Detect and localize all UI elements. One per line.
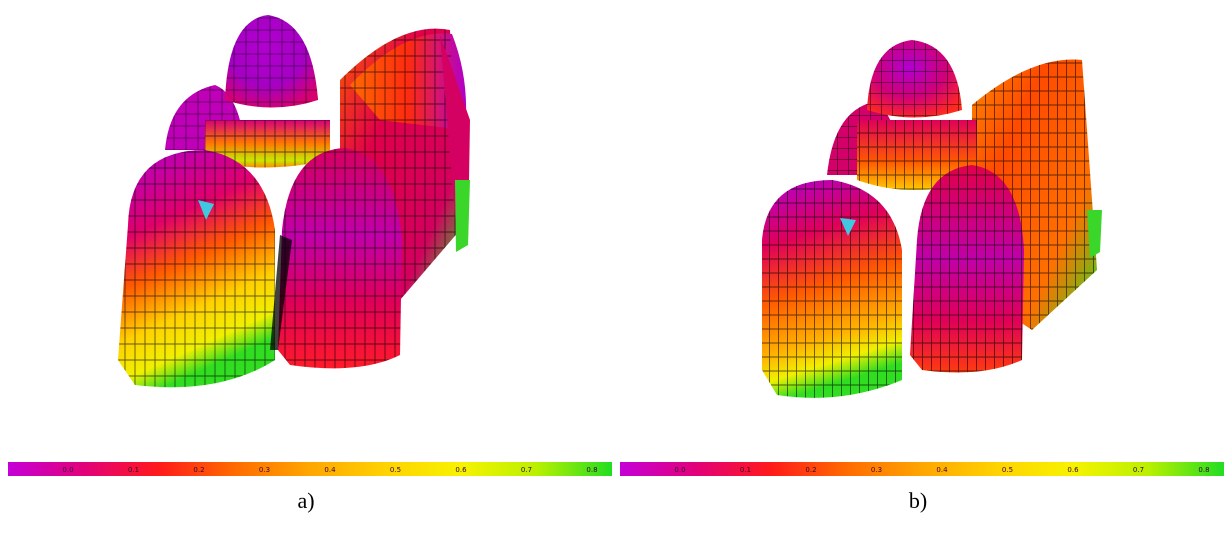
stress-contour-model-b xyxy=(762,40,1102,398)
colorbar-a: 0.0 0.1 0.2 0.3 0.4 0.5 0.6 0.7 0.8 xyxy=(8,462,612,476)
figure-b: 0.0 0.1 0.2 0.3 0.4 0.5 0.6 0.7 0.8 b) xyxy=(612,0,1224,540)
colorbar-tick-label: 0.6 xyxy=(455,466,467,474)
colorbar-tick-label: 0.3 xyxy=(871,466,882,474)
figure-caption-a: a) xyxy=(297,488,315,513)
central-drum xyxy=(205,15,330,168)
colorbar-tick-label: 0.8 xyxy=(586,466,597,474)
colorbar-tick-label: 0.7 xyxy=(1133,466,1144,474)
colorbar-ticks: 0.0 0.1 0.2 0.3 0.4 0.5 0.6 0.7 0.8 xyxy=(62,466,597,474)
colorbar-tick-label: 0.6 xyxy=(1067,466,1079,474)
central-drum xyxy=(857,40,977,190)
colorbar-tick-label: 0.0 xyxy=(674,466,685,474)
colorbar-gradient xyxy=(8,462,612,476)
left-front-tower xyxy=(118,150,275,388)
colorbar-tick-label: 0.3 xyxy=(259,466,270,474)
figure-a: 0.0 0.1 0.2 0.3 0.4 0.5 0.6 0.7 0.8 a) xyxy=(8,15,612,513)
colorbar-b: 0.0 0.1 0.2 0.3 0.4 0.5 0.6 0.7 0.8 xyxy=(620,462,1224,476)
colorbar-tick-label: 0.2 xyxy=(805,466,816,474)
colorbar-tick-label: 0.4 xyxy=(324,466,336,474)
right-front-tower xyxy=(910,165,1024,373)
colorbar-tick-label: 0.1 xyxy=(128,466,139,474)
figure-caption-b: b) xyxy=(908,488,928,513)
left-front-tower xyxy=(762,180,902,398)
colorbar-gradient xyxy=(620,462,1224,476)
colorbar-tick-label: 0.8 xyxy=(1198,466,1209,474)
colorbar-tick-label: 0.2 xyxy=(193,466,204,474)
colorbar-tick-label: 0.1 xyxy=(740,466,751,474)
stress-contour-model-a xyxy=(118,15,470,388)
right-front-tower xyxy=(270,148,402,369)
colorbar-tick-label: 0.4 xyxy=(936,466,948,474)
colorbar-tick-label: 0.7 xyxy=(521,466,532,474)
colorbar-tick-label: 0.5 xyxy=(390,466,401,474)
colorbar-tick-label: 0.0 xyxy=(62,466,73,474)
colorbar-tick-label: 0.5 xyxy=(1002,466,1013,474)
colorbar-ticks: 0.0 0.1 0.2 0.3 0.4 0.5 0.6 0.7 0.8 xyxy=(674,466,1209,474)
